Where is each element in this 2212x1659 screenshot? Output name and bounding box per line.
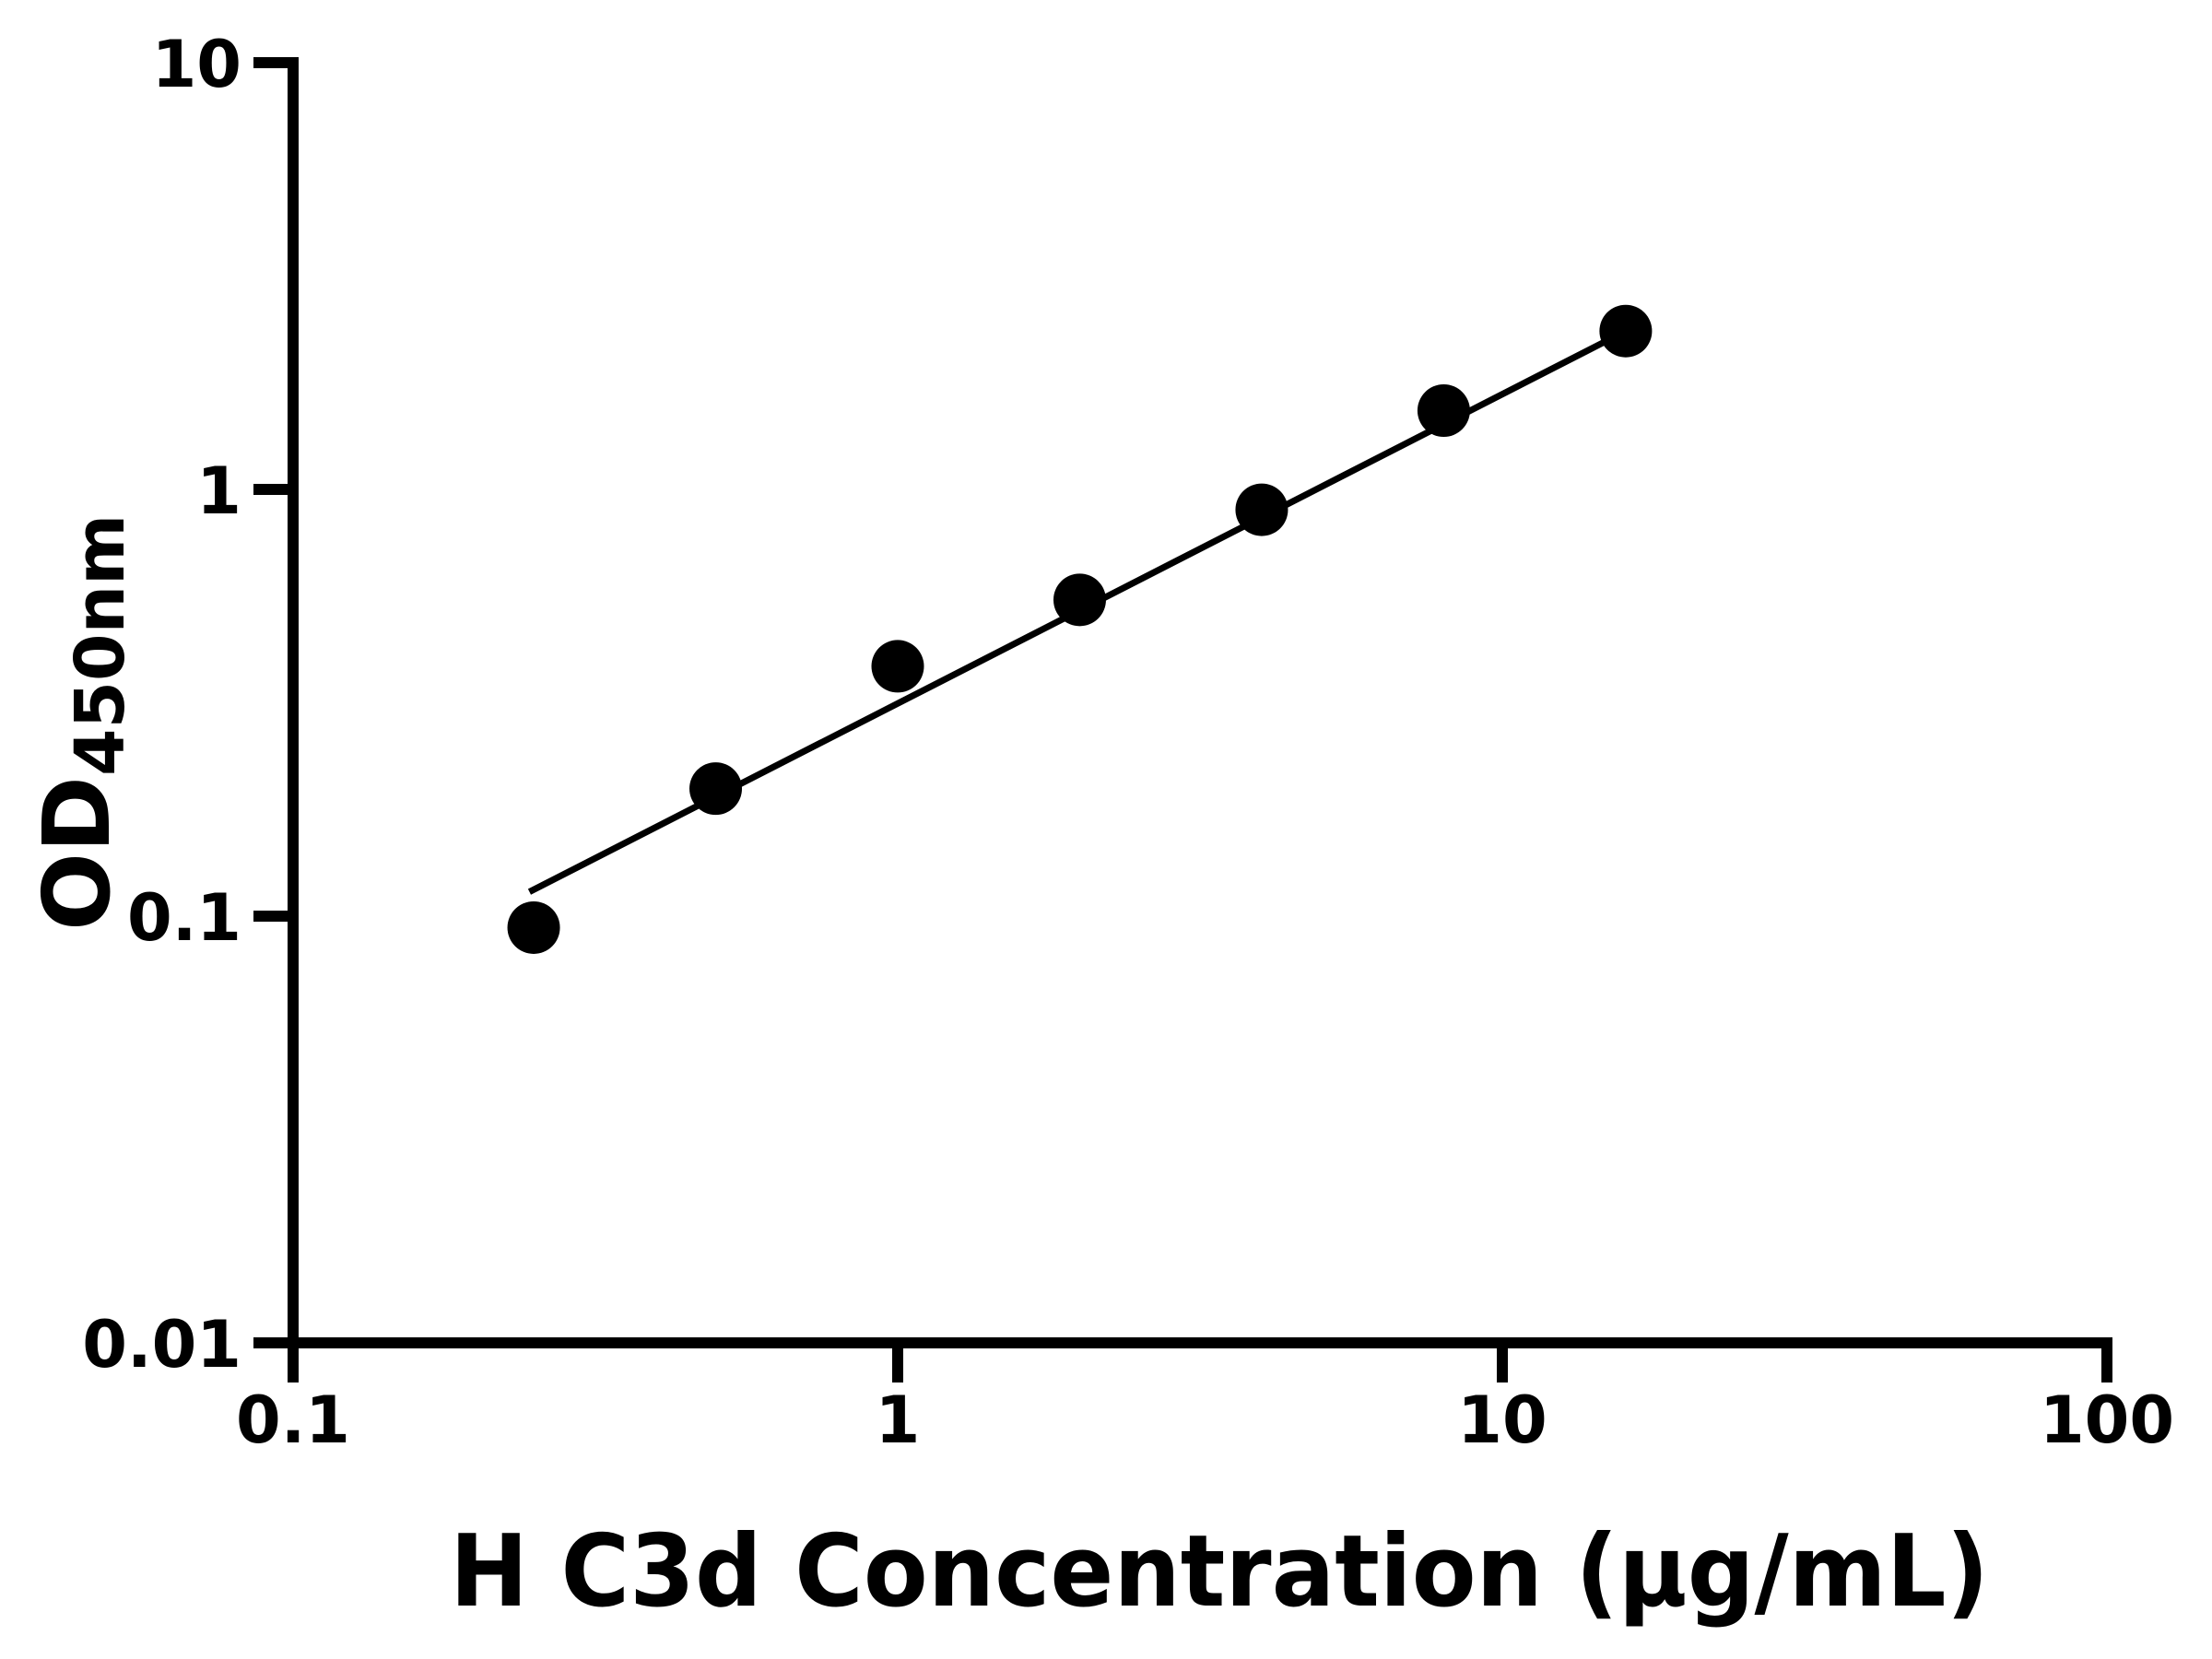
x-tick-label: 10: [1457, 1382, 1547, 1458]
y-tick-label: 10: [152, 27, 241, 102]
y-tick-label: 1: [196, 453, 241, 529]
x-tick-label: 1: [876, 1382, 921, 1458]
x-axis-title: H C3d Concentration (µg/mL): [450, 1514, 1989, 1630]
y-axis-title-main: OD: [23, 776, 131, 931]
x-tick-labels: 0.1 1 10 100: [236, 1382, 2174, 1458]
data-point: [871, 640, 924, 693]
x-tick-label: 0.1: [236, 1382, 350, 1458]
y-axis-title-subscript: 450nm: [61, 514, 140, 776]
data-points: [507, 304, 1653, 954]
y-axis-title: OD450nm: [23, 514, 140, 931]
y-tick-label: 0.1: [127, 880, 241, 956]
x-tick-label: 100: [2040, 1382, 2174, 1458]
data-point: [1417, 383, 1470, 437]
y-tick-labels: 10 1 0.1 0.01: [82, 27, 241, 1382]
y-tick-label: 0.01: [82, 1307, 241, 1382]
data-point: [1599, 304, 1653, 358]
data-point: [1053, 573, 1106, 627]
x-tick-marks: [288, 1343, 2112, 1382]
y-tick-marks: [253, 57, 293, 1348]
data-point: [689, 762, 743, 816]
data-point: [1235, 483, 1288, 536]
data-point: [507, 900, 560, 954]
